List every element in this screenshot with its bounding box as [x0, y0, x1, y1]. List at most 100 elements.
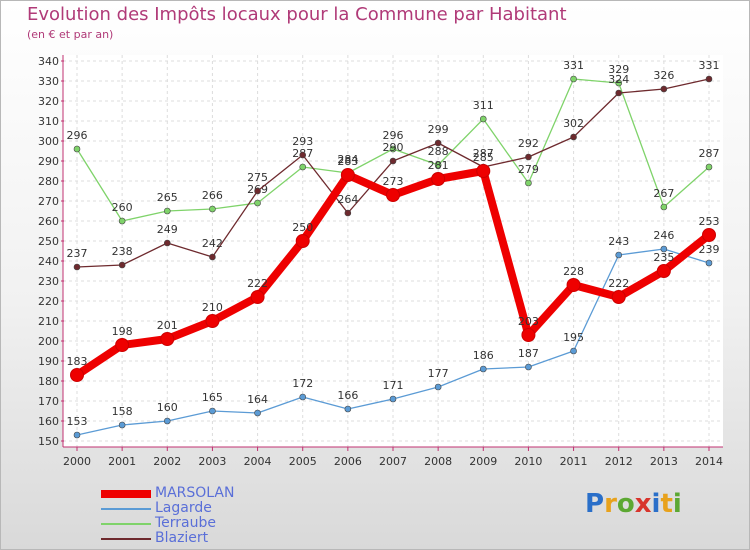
- y-tick-label: 310: [38, 115, 59, 128]
- y-tick-label: 250: [38, 235, 59, 248]
- legend-label-marsolan: MARSOLAN: [155, 485, 235, 501]
- data-label-marsolan: 253: [699, 215, 720, 228]
- x-tick-label: 2011: [560, 455, 588, 468]
- y-tick-label: 270: [38, 195, 59, 208]
- data-point-blaziert: [570, 133, 577, 141]
- data-label-terraube: 288: [428, 145, 449, 158]
- data-label-blaziert: 249: [157, 223, 178, 236]
- data-label-marsolan: 198: [112, 325, 133, 338]
- data-label-marsolan: 203: [518, 315, 539, 328]
- x-tick-label: 2005: [289, 455, 317, 468]
- data-label-blaziert: 275: [247, 171, 268, 184]
- data-label-blaziert: 324: [608, 73, 629, 86]
- data-label-blaziert: 299: [428, 123, 449, 136]
- x-tick-label: 2004: [244, 455, 272, 468]
- data-label-lagarde: 153: [67, 415, 88, 428]
- data-point-terraube: [479, 115, 487, 123]
- data-point-lagarde: [570, 347, 577, 355]
- y-tick-label: 280: [38, 175, 59, 188]
- data-point-lagarde: [705, 259, 713, 267]
- chart-title: Evolution des Impôts locaux pour la Comm…: [27, 4, 567, 25]
- y-tick-label: 340: [38, 55, 59, 68]
- data-label-marsolan: 222: [247, 277, 268, 290]
- data-label-terraube: 266: [202, 189, 223, 202]
- logo-letter: P: [585, 489, 605, 519]
- data-label-blaziert: 264: [337, 193, 358, 206]
- data-label-terraube: 296: [67, 129, 88, 142]
- data-point-terraube: [389, 145, 397, 153]
- proxiti-logo: Proxiti: [585, 489, 682, 519]
- data-label-terraube: 260: [112, 201, 133, 214]
- y-tick-label: 210: [38, 315, 59, 328]
- data-label-lagarde: 186: [473, 349, 494, 362]
- data-label-lagarde: 158: [112, 405, 133, 418]
- legend-label-terraube: Terraube: [155, 515, 217, 531]
- data-point-blaziert: [163, 239, 171, 247]
- data-point-terraube: [209, 205, 216, 213]
- data-label-blaziert: 237: [67, 247, 88, 260]
- data-point-blaziert: [344, 209, 352, 217]
- data-point-terraube: [163, 207, 171, 215]
- y-tick-label: 290: [38, 155, 59, 168]
- data-label-terraube: 296: [383, 129, 404, 142]
- y-tick-label: 160: [38, 415, 59, 428]
- data-point-blaziert: [660, 85, 668, 93]
- data-label-marsolan: 250: [292, 221, 313, 234]
- x-tick-label: 2013: [650, 455, 678, 468]
- x-tick-label: 2006: [334, 455, 362, 468]
- y-tick-label: 230: [38, 275, 59, 288]
- data-point-lagarde: [389, 395, 397, 403]
- data-label-terraube: 267: [653, 187, 674, 200]
- data-point-terraube: [254, 199, 261, 207]
- logo-letter: r: [604, 489, 617, 519]
- data-point-terraube: [525, 179, 532, 187]
- data-label-blaziert: 238: [112, 245, 133, 258]
- data-label-lagarde: 187: [518, 347, 539, 360]
- y-tick-label: 260: [38, 215, 59, 228]
- data-label-lagarde: 243: [608, 235, 629, 248]
- data-label-blaziert: 287: [473, 147, 494, 160]
- logo-letter: o: [616, 489, 635, 519]
- data-label-lagarde: 172: [292, 377, 313, 390]
- legend-label-blaziert: Blaziert: [155, 530, 209, 546]
- data-point-marsolan: [70, 368, 84, 382]
- data-point-marsolan: [340, 168, 355, 182]
- data-point-lagarde: [254, 409, 261, 417]
- data-point-marsolan: [656, 264, 671, 278]
- x-tick-label: 2014: [695, 455, 723, 468]
- data-point-marsolan: [521, 328, 536, 342]
- data-label-marsolan: 281: [428, 159, 449, 172]
- data-point-blaziert: [615, 89, 623, 97]
- x-tick-label: 2002: [153, 455, 181, 468]
- chart-subtitle: (en € et par an): [27, 28, 114, 41]
- data-label-lagarde: 246: [653, 229, 674, 242]
- y-tick-label: 190: [38, 355, 59, 368]
- data-point-marsolan: [295, 234, 310, 248]
- data-label-lagarde: 239: [699, 243, 720, 256]
- data-label-marsolan: 210: [202, 301, 223, 314]
- x-tick-label: 2003: [198, 455, 226, 468]
- data-label-blaziert: 242: [202, 237, 223, 250]
- data-point-blaziert: [389, 157, 397, 165]
- data-label-terraube: 329: [608, 63, 629, 76]
- y-tick-label: 150: [38, 435, 59, 448]
- x-tick-label: 2001: [108, 455, 136, 468]
- data-label-blaziert: 290: [383, 141, 404, 154]
- data-point-lagarde: [660, 245, 668, 253]
- legend-swatch-blaziert: [101, 538, 151, 540]
- y-tick-label: 320: [38, 95, 59, 108]
- legend-swatch-marsolan: [101, 490, 151, 498]
- data-point-lagarde: [434, 383, 442, 391]
- data-point-marsolan: [702, 228, 716, 242]
- data-label-lagarde: 164: [247, 393, 268, 406]
- data-label-terraube: 265: [157, 191, 178, 204]
- data-point-lagarde: [163, 417, 171, 425]
- x-tick-label: 2009: [469, 455, 497, 468]
- data-point-lagarde: [209, 407, 216, 415]
- x-tick-label: 2008: [424, 455, 452, 468]
- logo-letter: i: [651, 489, 661, 519]
- data-point-terraube: [615, 79, 623, 87]
- data-label-lagarde: 166: [337, 389, 358, 402]
- legend-swatch-lagarde: [101, 508, 151, 510]
- data-point-terraube: [660, 203, 668, 211]
